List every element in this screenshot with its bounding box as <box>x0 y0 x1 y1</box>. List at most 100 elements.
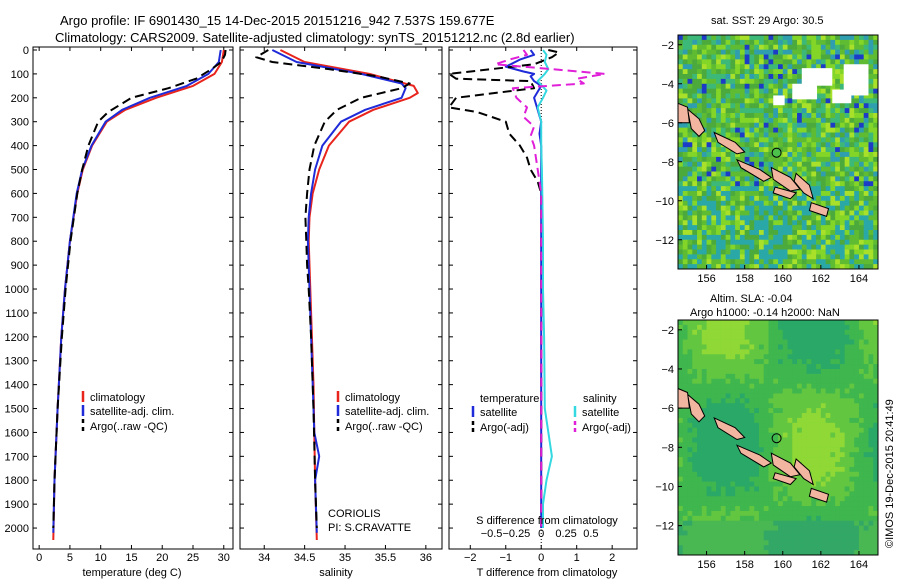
map-cell <box>773 525 779 531</box>
map-cell <box>768 466 774 473</box>
map-cell <box>711 491 717 497</box>
map-cell <box>682 259 688 265</box>
map-cell <box>816 393 822 399</box>
map-cell <box>863 368 869 375</box>
map-cell <box>806 545 812 551</box>
map-cell <box>687 225 693 231</box>
map-cell <box>739 461 746 468</box>
map-cell <box>749 339 755 345</box>
map-cell <box>835 108 841 114</box>
map-cell <box>811 137 817 143</box>
map-cell <box>749 210 755 216</box>
map-cell <box>816 161 822 168</box>
map-cell <box>773 127 779 133</box>
map-cell <box>806 324 812 331</box>
map-cell <box>782 540 788 546</box>
map-cell <box>820 127 827 133</box>
map-cell <box>711 510 717 517</box>
map-cell <box>692 442 698 448</box>
map-cell <box>839 264 846 270</box>
argo-position-marker <box>771 147 782 158</box>
map-cell <box>816 349 822 355</box>
map-cell <box>801 535 807 541</box>
map-cell <box>725 481 731 487</box>
map-cell <box>711 496 717 502</box>
map-cell <box>873 176 879 182</box>
map-cell <box>811 501 817 507</box>
map-cell <box>825 393 831 399</box>
map-cell <box>758 108 765 114</box>
map-cell <box>868 442 874 448</box>
map-cell <box>830 476 836 482</box>
map-cell <box>687 427 693 434</box>
map-cell <box>773 520 779 527</box>
map-cell <box>873 540 879 546</box>
map-cell <box>792 234 798 241</box>
map-cell <box>720 74 727 80</box>
depth-tick-label: 1400 <box>5 380 29 392</box>
map-cell <box>844 417 850 424</box>
map-cell <box>782 344 788 350</box>
map-cell <box>854 142 860 148</box>
map-cell <box>792 259 798 265</box>
map-cell <box>778 501 784 507</box>
map-lon-label: 160 <box>774 559 792 571</box>
map-cell <box>787 220 793 226</box>
map-cell <box>863 364 869 370</box>
map-cell <box>678 83 684 90</box>
map-cell <box>735 368 741 375</box>
map-cell <box>711 525 717 531</box>
map-cell <box>735 156 741 163</box>
map-cell <box>763 200 769 207</box>
map-cell <box>692 239 698 246</box>
map-cell <box>844 166 850 172</box>
map-cell <box>825 132 831 138</box>
map-cell <box>725 359 731 365</box>
map-cell <box>682 137 688 143</box>
map-cell <box>792 344 798 350</box>
map-cell <box>858 39 865 46</box>
map-cell <box>858 432 865 438</box>
map-cell <box>711 127 717 133</box>
map-cell <box>868 378 874 385</box>
map-cell <box>811 413 817 419</box>
map-cell <box>873 388 879 394</box>
map-cell <box>858 334 865 340</box>
map-cell <box>678 171 684 177</box>
map-cell <box>811 239 817 246</box>
map-cell <box>763 364 769 370</box>
map-cell <box>697 39 703 46</box>
map-cell <box>711 225 717 231</box>
map-cell <box>801 510 807 517</box>
map-cell <box>749 359 755 365</box>
map-cell <box>839 152 846 158</box>
map-cell <box>839 344 846 350</box>
map-cell <box>706 152 712 158</box>
map-cell <box>758 491 765 497</box>
map-cell <box>758 191 765 197</box>
depth-tick-label: 500 <box>11 165 29 177</box>
map-cell <box>687 550 693 556</box>
map-cell <box>697 200 703 207</box>
map-cell <box>839 334 846 340</box>
map-cell <box>706 373 712 380</box>
map-cell <box>768 506 774 512</box>
map-cell <box>816 186 822 192</box>
map-cell <box>725 540 731 546</box>
map-cell <box>706 98 712 104</box>
map-cell <box>725 200 731 207</box>
map-cell <box>811 39 817 46</box>
map-cell <box>825 388 831 394</box>
map-cell <box>863 122 869 129</box>
map-cell <box>687 506 693 512</box>
map-cell <box>744 195 750 202</box>
map-cell <box>782 525 788 531</box>
map-cell <box>863 113 869 119</box>
map-cell <box>863 259 869 265</box>
map-cell <box>806 230 812 236</box>
map-cell <box>758 74 765 80</box>
map-cell <box>692 496 698 502</box>
map-cell <box>811 44 817 51</box>
map-cell <box>711 215 717 221</box>
map-cell <box>720 329 727 336</box>
